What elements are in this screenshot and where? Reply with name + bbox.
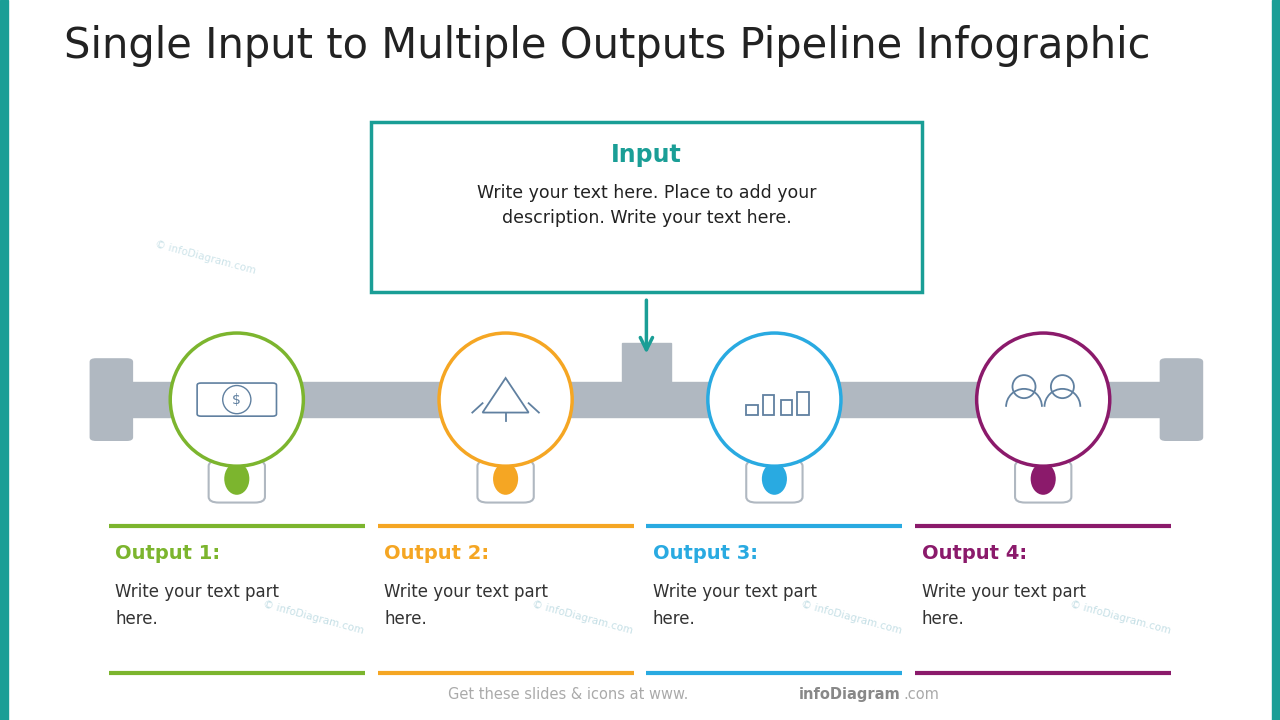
- Bar: [763, 395, 774, 415]
- Text: Output 2:: Output 2:: [384, 544, 489, 562]
- Text: Write your text part
here.: Write your text part here.: [653, 583, 817, 628]
- Text: Get these slides & icons at www.: Get these slides & icons at www.: [448, 687, 689, 702]
- FancyBboxPatch shape: [209, 460, 265, 503]
- Text: © infoDiagram.com: © infoDiagram.com: [1069, 599, 1171, 636]
- FancyBboxPatch shape: [1160, 359, 1203, 441]
- Text: Write your text part
here.: Write your text part here.: [115, 583, 279, 628]
- Ellipse shape: [762, 463, 787, 495]
- Bar: [116, 382, 1176, 417]
- Ellipse shape: [493, 463, 518, 495]
- Text: Output 4:: Output 4:: [922, 544, 1027, 562]
- Text: Input: Input: [611, 143, 682, 166]
- FancyBboxPatch shape: [477, 460, 534, 503]
- Text: Single Input to Multiple Outputs Pipeline Infographic: Single Input to Multiple Outputs Pipelin…: [64, 25, 1151, 67]
- Ellipse shape: [170, 333, 303, 466]
- Ellipse shape: [439, 333, 572, 466]
- FancyBboxPatch shape: [746, 460, 803, 503]
- Bar: [781, 400, 792, 415]
- Text: Output 3:: Output 3:: [653, 544, 758, 562]
- Text: © infoDiagram.com: © infoDiagram.com: [531, 599, 634, 636]
- Text: © infoDiagram.com: © infoDiagram.com: [800, 599, 902, 636]
- Bar: [797, 392, 809, 415]
- FancyBboxPatch shape: [90, 359, 133, 441]
- Ellipse shape: [977, 333, 1110, 466]
- Text: © infoDiagram.com: © infoDiagram.com: [262, 599, 365, 636]
- Text: .com: .com: [904, 687, 940, 702]
- Ellipse shape: [708, 333, 841, 466]
- FancyBboxPatch shape: [371, 122, 922, 292]
- Ellipse shape: [224, 463, 250, 495]
- Text: Write your text here. Place to add your
description. Write your text here.: Write your text here. Place to add your …: [476, 184, 817, 227]
- Text: Output 1:: Output 1:: [115, 544, 220, 562]
- Text: $: $: [233, 392, 241, 407]
- Text: © infoDiagram.com: © infoDiagram.com: [154, 239, 256, 276]
- Bar: [746, 405, 758, 415]
- Text: infoDiagram: infoDiagram: [799, 687, 900, 702]
- Bar: [622, 343, 671, 382]
- FancyBboxPatch shape: [1015, 460, 1071, 503]
- Text: Write your text part
here.: Write your text part here.: [922, 583, 1085, 628]
- Text: Write your text part
here.: Write your text part here.: [384, 583, 548, 628]
- Ellipse shape: [1030, 463, 1056, 495]
